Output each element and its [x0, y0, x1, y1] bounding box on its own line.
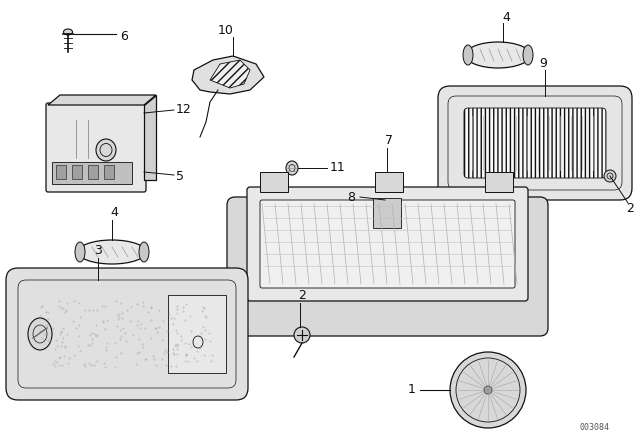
- Ellipse shape: [139, 242, 149, 262]
- Ellipse shape: [523, 45, 533, 65]
- Ellipse shape: [294, 327, 310, 343]
- Ellipse shape: [75, 242, 85, 262]
- Text: 5: 5: [176, 169, 184, 182]
- Ellipse shape: [286, 161, 298, 175]
- Polygon shape: [48, 95, 156, 105]
- Polygon shape: [144, 95, 156, 180]
- Text: 2: 2: [626, 202, 634, 215]
- Bar: [375, 172, 403, 192]
- Bar: [52, 162, 132, 184]
- Ellipse shape: [63, 29, 72, 35]
- Circle shape: [484, 386, 492, 394]
- FancyBboxPatch shape: [247, 187, 528, 301]
- Text: 3: 3: [94, 244, 102, 257]
- Ellipse shape: [78, 240, 146, 264]
- Polygon shape: [210, 60, 250, 88]
- Ellipse shape: [436, 196, 445, 214]
- Text: 4: 4: [110, 206, 118, 219]
- FancyBboxPatch shape: [464, 108, 606, 178]
- Text: 11: 11: [330, 160, 346, 173]
- Ellipse shape: [463, 45, 473, 65]
- Ellipse shape: [604, 170, 616, 182]
- Ellipse shape: [386, 194, 444, 216]
- Text: 8: 8: [347, 190, 355, 203]
- Bar: [104, 165, 114, 179]
- Text: 1: 1: [408, 383, 416, 396]
- FancyBboxPatch shape: [6, 268, 248, 400]
- Bar: [260, 172, 288, 192]
- Text: 4: 4: [502, 10, 510, 23]
- Circle shape: [450, 352, 526, 428]
- Bar: [373, 198, 401, 228]
- FancyBboxPatch shape: [46, 103, 146, 192]
- Ellipse shape: [465, 42, 531, 68]
- Text: 9: 9: [539, 56, 547, 69]
- Bar: [72, 165, 82, 179]
- Bar: [88, 165, 98, 179]
- FancyBboxPatch shape: [260, 200, 515, 288]
- FancyBboxPatch shape: [438, 86, 632, 200]
- Bar: [389, 198, 401, 212]
- Ellipse shape: [96, 139, 116, 161]
- Text: 2: 2: [298, 289, 306, 302]
- Ellipse shape: [28, 318, 52, 350]
- Text: 7: 7: [385, 134, 393, 146]
- Text: 003084: 003084: [580, 423, 610, 432]
- Text: 10: 10: [218, 23, 234, 36]
- Ellipse shape: [385, 196, 394, 214]
- Polygon shape: [192, 56, 264, 94]
- Bar: [56, 165, 66, 179]
- Text: 12: 12: [176, 103, 192, 116]
- FancyBboxPatch shape: [227, 197, 548, 336]
- Bar: [168, 295, 226, 373]
- Bar: [485, 172, 513, 192]
- Text: 6: 6: [120, 30, 128, 43]
